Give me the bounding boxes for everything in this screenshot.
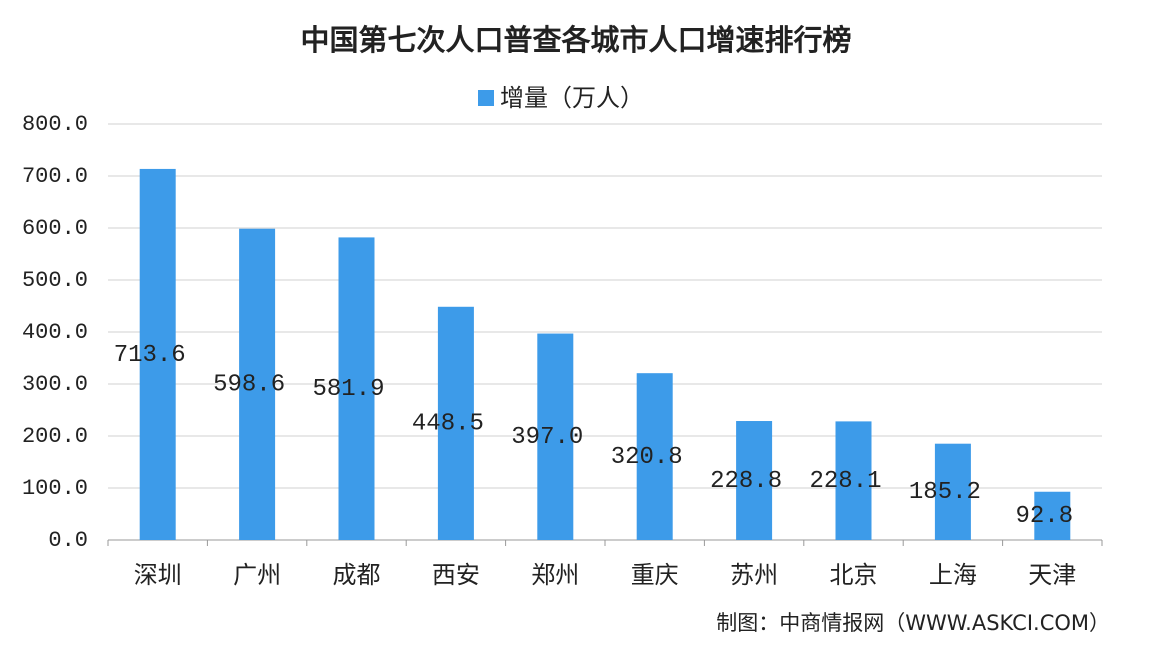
y-tick-label: 700.0	[22, 164, 88, 189]
bar	[934, 443, 971, 540]
value-label: 228.1	[809, 468, 881, 495]
value-label: 397.0	[511, 424, 583, 451]
value-label: 448.5	[412, 411, 484, 438]
y-tick-label: 300.0	[22, 372, 88, 397]
value-label: 581.9	[312, 376, 384, 403]
x-tick-label: 天津	[1028, 561, 1076, 589]
bar	[338, 237, 375, 541]
y-tick-label: 0.0	[48, 528, 88, 553]
bar	[736, 421, 773, 540]
x-tick-label: 郑州	[531, 561, 579, 589]
bar	[239, 228, 276, 540]
legend-label: 增量（万人）	[500, 84, 644, 112]
y-tick-label: 800.0	[22, 112, 88, 137]
y-tick-label: 100.0	[22, 476, 88, 501]
x-tick-label: 成都	[333, 561, 381, 589]
x-tick-label: 上海	[929, 561, 977, 589]
value-label: 598.6	[213, 372, 285, 399]
x-tick-label: 深圳	[134, 561, 182, 589]
y-tick-label: 200.0	[22, 424, 88, 449]
bar	[835, 421, 872, 540]
x-tick-label: 重庆	[631, 561, 679, 589]
value-label: 92.8	[1015, 503, 1073, 530]
value-label: 713.6	[114, 342, 186, 369]
y-tick-label: 500.0	[22, 268, 88, 293]
y-tick-label: 600.0	[22, 216, 88, 241]
bar	[537, 333, 574, 540]
x-tick-label: 北京	[830, 561, 878, 589]
bar	[139, 168, 176, 541]
bar	[1034, 491, 1071, 540]
value-label: 320.8	[611, 444, 683, 471]
value-label: 228.8	[710, 468, 782, 495]
source-note: 制图：中商情报网（WWW.ASKCI.COM）	[716, 611, 1110, 635]
legend-swatch	[478, 90, 494, 106]
x-tick-label: 西安	[432, 561, 480, 589]
bar	[437, 306, 474, 540]
chart-title: 中国第七次人口普查各城市人口增速排行榜	[300, 23, 851, 57]
x-tick-label: 广州	[233, 561, 281, 589]
x-tick-label: 苏州	[730, 561, 778, 589]
value-label: 185.2	[909, 479, 981, 506]
bar	[636, 373, 673, 540]
y-tick-label: 400.0	[22, 320, 88, 345]
